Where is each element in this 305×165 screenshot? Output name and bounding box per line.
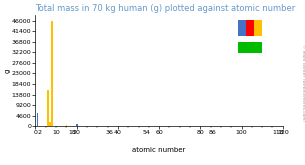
Bar: [51, 21, 53, 126]
Bar: [66, 125, 67, 126]
Text: © Mark Winter (webelements.com): © Mark Winter (webelements.com): [301, 44, 305, 121]
Bar: [49, 122, 51, 126]
Bar: [76, 124, 77, 126]
X-axis label: atomic number: atomic number: [132, 147, 186, 153]
Bar: [47, 90, 49, 126]
Y-axis label: g: g: [4, 69, 10, 73]
Text: Total mass in 70 kg human (g) plotted against atomic number: Total mass in 70 kg human (g) plotted ag…: [35, 4, 296, 13]
Bar: [37, 114, 38, 126]
